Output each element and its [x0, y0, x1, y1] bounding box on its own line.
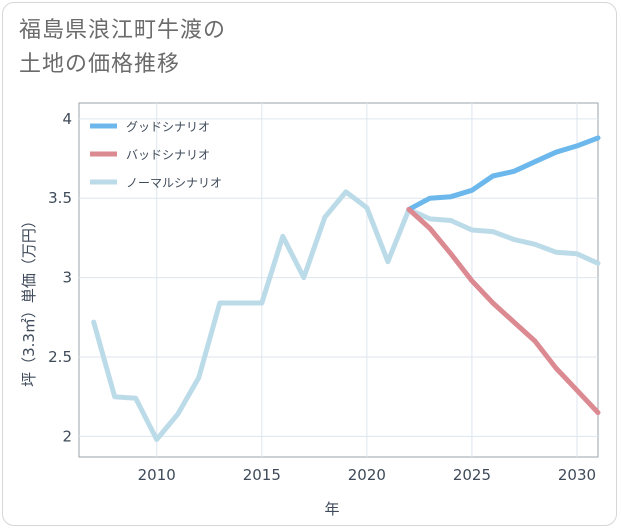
legend-label: バッドシナリオ [126, 148, 210, 162]
x-tick-label: 2030 [558, 466, 596, 484]
y-tick-label: 4 [62, 110, 72, 128]
x-tick-label: 2010 [138, 466, 176, 484]
legend-label: ノーマルシナリオ [126, 176, 222, 190]
x-tick-label: 2025 [453, 466, 491, 484]
y-tick-label: 3 [62, 269, 72, 287]
y-tick-label: 3.5 [48, 189, 72, 207]
series-line-0 [406, 135, 601, 212]
title-line-1: 福島県浪江町牛渡の [19, 18, 227, 43]
title-line-2: 土地の価格推移 [19, 52, 181, 77]
x-tick-label: 2015 [243, 466, 281, 484]
y-axis-label: 坪（3.3㎡）単価（万円） [20, 213, 38, 387]
chart-title: 福島県浪江町牛渡の 土地の価格推移 [19, 14, 319, 82]
y-tick-label: 2.5 [48, 348, 72, 366]
plot-area [78, 102, 599, 458]
legend-label: グッドシナリオ [126, 120, 210, 134]
y-tick-label: 2 [62, 427, 72, 445]
series-line-1 [406, 206, 601, 416]
x-tick-label: 2020 [348, 466, 386, 484]
series-line-2 [91, 189, 601, 442]
x-axis-label: 年 [324, 500, 339, 518]
